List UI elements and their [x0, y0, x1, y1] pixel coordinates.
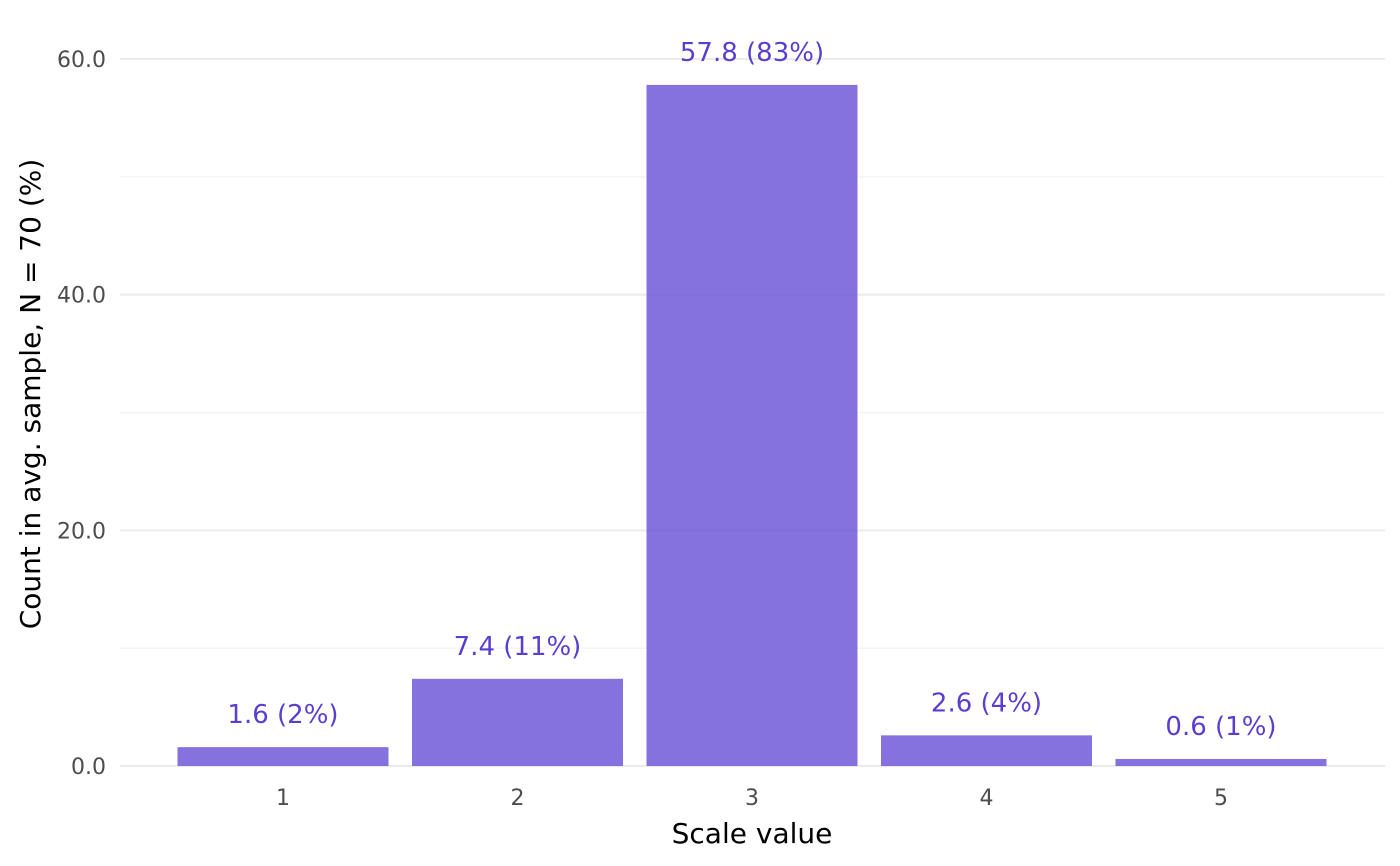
bar-value-label: 1.6 (2%): [227, 700, 338, 730]
bar-4: [881, 735, 1092, 766]
y-axis-ticks: 0.0 20.0 40.0 60.0: [57, 48, 106, 780]
x-tick-label: 2: [511, 786, 525, 811]
bar-value-label: 7.4 (11%): [454, 632, 582, 662]
bar-2: [412, 678, 623, 766]
y-tick-label: 20.0: [57, 519, 106, 544]
bar-1: [177, 747, 389, 766]
x-tick-label: 1: [276, 786, 290, 811]
y-tick-label: 0.0: [71, 755, 106, 780]
bar-value-label: 0.6 (1%): [1165, 712, 1276, 742]
bar-3: [646, 84, 858, 766]
bar-5: [1115, 758, 1327, 766]
x-axis-ticks: 1 2 3 4 5: [276, 786, 1228, 811]
x-tick-label: 4: [980, 786, 994, 811]
y-tick-label: 60.0: [57, 48, 106, 73]
bar-value-label: 2.6 (4%): [931, 688, 1042, 718]
x-tick-label: 5: [1214, 786, 1228, 811]
x-axis-title: Scale value: [672, 817, 833, 850]
bar-value-labels: 1.6 (2%) 7.4 (11%) 57.8 (83%) 2.6 (4%) 0.6 (…: [227, 38, 1276, 742]
y-axis-title: Count in avg. sample, N = 70 (%): [14, 159, 47, 630]
bar-value-label: 57.8 (83%): [680, 38, 824, 68]
bars: [177, 84, 1327, 766]
x-tick-label: 3: [745, 786, 759, 811]
y-tick-label: 40.0: [57, 284, 106, 309]
